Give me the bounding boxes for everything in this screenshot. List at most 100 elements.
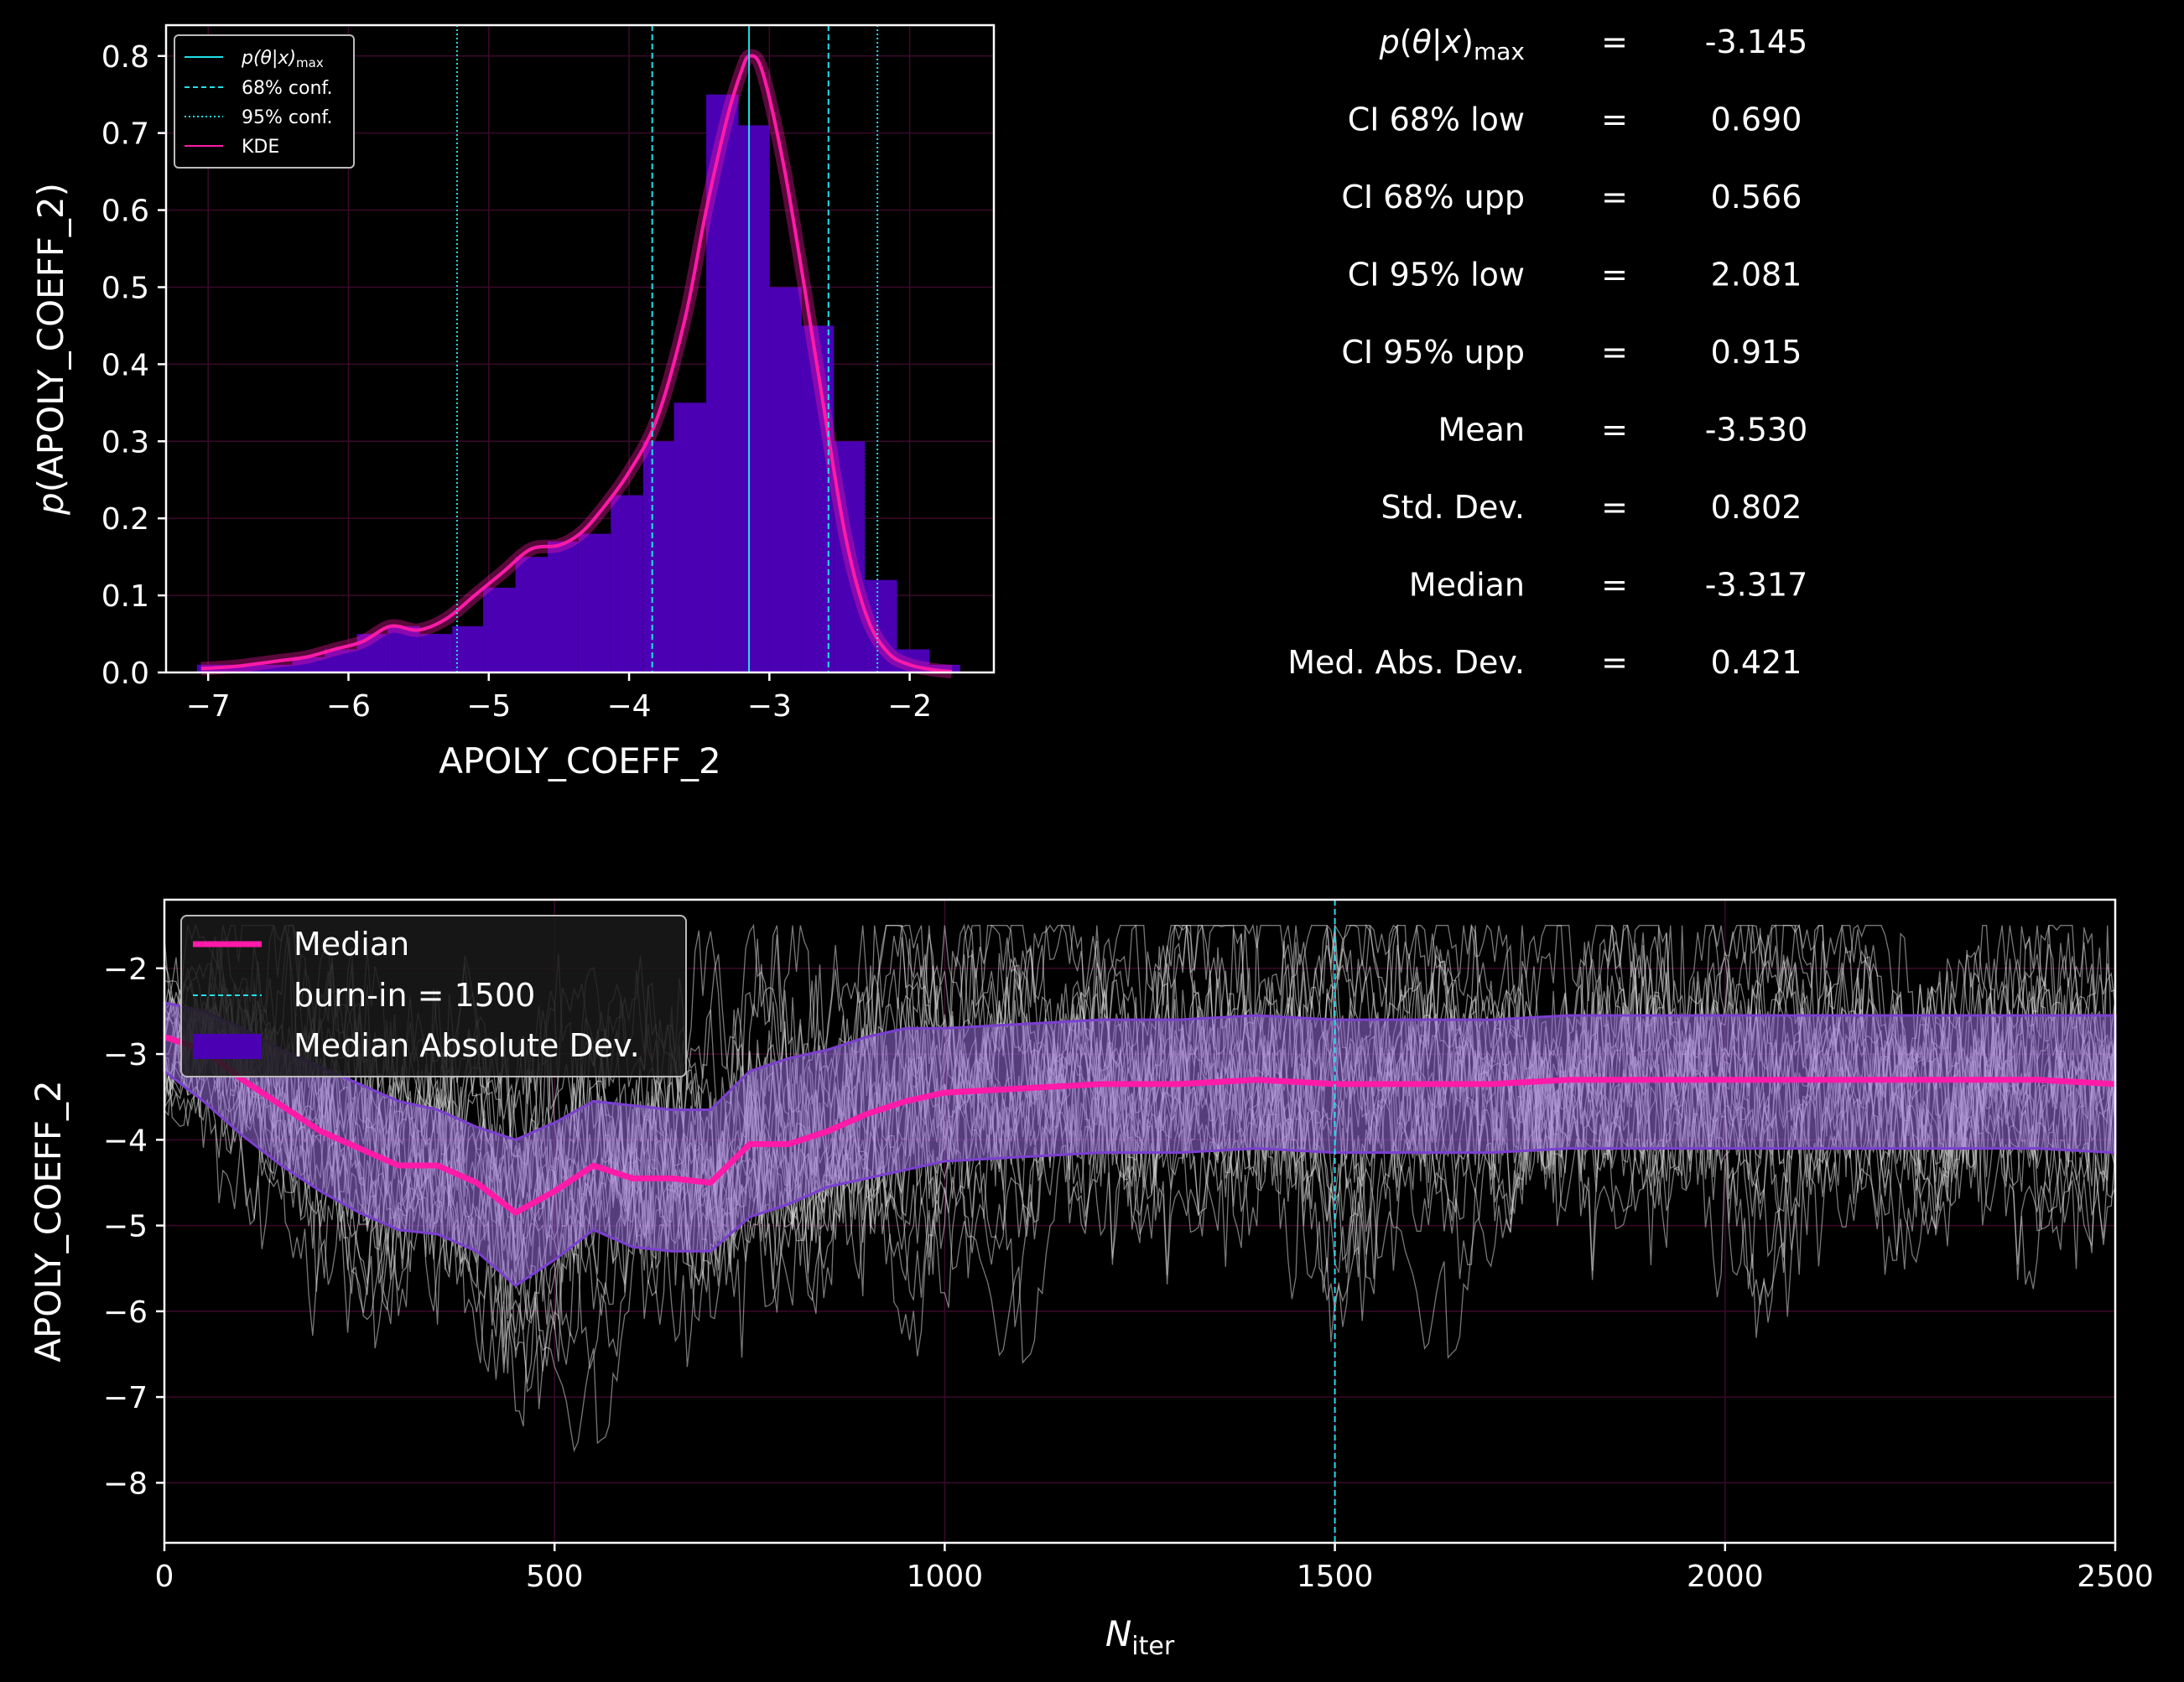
histogram-bar: [229, 664, 262, 672]
histogram-x-label: APOLY_COEFF_2: [439, 740, 721, 781]
legend-95-label: 95% conf.: [242, 107, 333, 128]
legend-max-label: p(θ|x)max: [241, 48, 324, 70]
hist-xtick-label: −2: [887, 689, 932, 724]
histogram-y-label: p(APOLY_COEFF_2): [30, 183, 71, 516]
median-line: [163, 1034, 2116, 1216]
trace-ytick-label: −5: [103, 1210, 148, 1244]
histogram-bar: [483, 587, 516, 672]
trace-y-ticks: −8 −7 −6 −5 −4 −3 −2: [103, 953, 164, 1501]
legend-median-label: Median: [294, 926, 409, 963]
walker-trace: [164, 924, 2116, 1380]
trace-x-label: Niter: [1105, 1613, 1175, 1661]
hist-xtick-label: −4: [607, 689, 652, 724]
histogram-x-ticks: −7 −6 −5 −4 −3 −2: [186, 672, 932, 724]
hist-xtick-label: −7: [186, 689, 231, 724]
hist-ytick-label: 0.0: [101, 657, 149, 691]
trace-xtick-label: 1500: [1297, 1560, 1374, 1594]
histogram-bar: [515, 557, 549, 672]
stat-value: -3.530: [1705, 412, 1808, 449]
stat-value: 0.690: [1711, 101, 1802, 138]
histogram-bar: [419, 634, 453, 672]
hist-ytick-label: 0.8: [101, 40, 149, 75]
stat-equals: =: [1601, 257, 1628, 293]
hist-ytick-label: 0.5: [101, 271, 149, 305]
legend-kde-label: KDE: [242, 137, 279, 158]
hist-xtick-label: −6: [326, 689, 371, 724]
legend-mad-swatch: [193, 1034, 262, 1059]
histogram-bar: [548, 541, 579, 672]
stat-label: CI 68% low: [1348, 101, 1525, 138]
trace-y-label: APOLY_COEFF_2: [28, 1080, 69, 1363]
histogram-bar: [325, 649, 357, 672]
trace-xtick-label: 1000: [907, 1560, 984, 1594]
stat-label: Med. Abs. Dev.: [1287, 644, 1525, 681]
trace-xtick-label: 0: [155, 1560, 174, 1594]
hist-xtick-label: −3: [747, 689, 792, 724]
stat-label: CI 68% upp: [1341, 179, 1525, 215]
trace-xtick-label: 2500: [2077, 1560, 2154, 1594]
histogram-bar: [261, 664, 293, 672]
trace-ytick-label: −7: [103, 1381, 148, 1415]
hist-ytick-label: 0.6: [101, 195, 149, 229]
stat-value: 0.566: [1711, 179, 1802, 215]
hist-ytick-label: 0.4: [101, 348, 149, 382]
histogram-bar: [611, 495, 643, 672]
histogram-bar: [738, 125, 770, 672]
stat-label: Median: [1409, 567, 1525, 604]
stat-value: -3.317: [1705, 567, 1808, 604]
hist-ytick-label: 0.3: [101, 425, 149, 459]
stat-equals: =: [1601, 412, 1628, 449]
stat-value: 0.802: [1711, 489, 1802, 526]
stat-equals: =: [1601, 567, 1628, 604]
stat-equals: =: [1601, 101, 1628, 138]
histogram-bar: [769, 287, 802, 672]
trace-ytick-label: −6: [103, 1295, 148, 1330]
stat-equals: =: [1601, 334, 1628, 371]
trace-xtick-label: 500: [526, 1560, 584, 1594]
stat-equals: =: [1601, 179, 1628, 215]
histogram-bar: [578, 533, 611, 672]
trace-axes-frame: [163, 898, 2117, 1544]
trace-ytick-label: −3: [103, 1038, 148, 1072]
trace-ytick-label: −2: [103, 953, 148, 987]
trace-ytick-label: −4: [103, 1124, 148, 1158]
confidence-lines: [455, 25, 879, 672]
stat-label: CI 95% upp: [1341, 334, 1525, 371]
stat-value: -3.145: [1705, 23, 1808, 60]
histogram-bar: [673, 402, 707, 672]
stat-value: 0.421: [1711, 644, 1802, 681]
median-curve: [163, 1034, 2116, 1216]
trace-xtick-label: 2000: [1687, 1560, 1764, 1594]
trace-x-ticks: 0 500 1000 1500 2000 2500: [155, 1543, 2154, 1594]
kde-curve: [200, 49, 953, 679]
stat-label: p(θ|x)max: [1379, 23, 1525, 65]
trace-legend-box: [180, 915, 687, 1077]
histogram-bar: [929, 664, 960, 672]
histogram-panel: −7 −6 −5 −4 −3 −2 0.0 0.1 0.2 0.3 0.4 0.5 0.6 0.7 0.8…: [30, 23, 996, 781]
histogram-legend-box: [174, 34, 355, 169]
legend-mad-label: Median Absolute Dev.: [294, 1027, 640, 1064]
stat-equals: =: [1601, 644, 1628, 681]
walker-trace: [164, 925, 2116, 1364]
legend-burnin-label: burn-in = 1500: [294, 977, 535, 1014]
hist-ytick-label: 0.7: [101, 117, 149, 152]
trace-legend: Median burn-in = 1500 Median Absolute De…: [180, 915, 687, 1077]
kde-line: [200, 54, 953, 674]
histogram-axes-frame: [164, 23, 996, 674]
statistics-table: p(θ|x)max = -3.145 CI 68% low = 0.690 CI 68% u…: [1287, 23, 1807, 681]
stat-label: Std. Dev.: [1381, 489, 1525, 526]
histogram-bar: [387, 626, 420, 672]
histogram-bar: [642, 441, 674, 672]
stat-equals: =: [1601, 23, 1628, 60]
stat-value: 0.915: [1711, 334, 1802, 371]
histogram-y-ticks: 0.0 0.1 0.2 0.3 0.4 0.5 0.6 0.7 0.8: [101, 40, 166, 691]
hist-xtick-label: −5: [466, 689, 511, 724]
trace-panel: 0 500 1000 1500 2000 2500 −8 −7 −6 −5 −4 −3 −2 Nite…: [28, 898, 2154, 1661]
stat-label: CI 95% low: [1348, 257, 1525, 293]
histogram-legend: p(θ|x)max 68% conf. 95% conf. KDE: [174, 34, 355, 169]
hist-ytick-label: 0.2: [101, 502, 149, 537]
histogram-bar: [292, 657, 325, 672]
hist-ytick-label: 0.1: [101, 579, 149, 614]
